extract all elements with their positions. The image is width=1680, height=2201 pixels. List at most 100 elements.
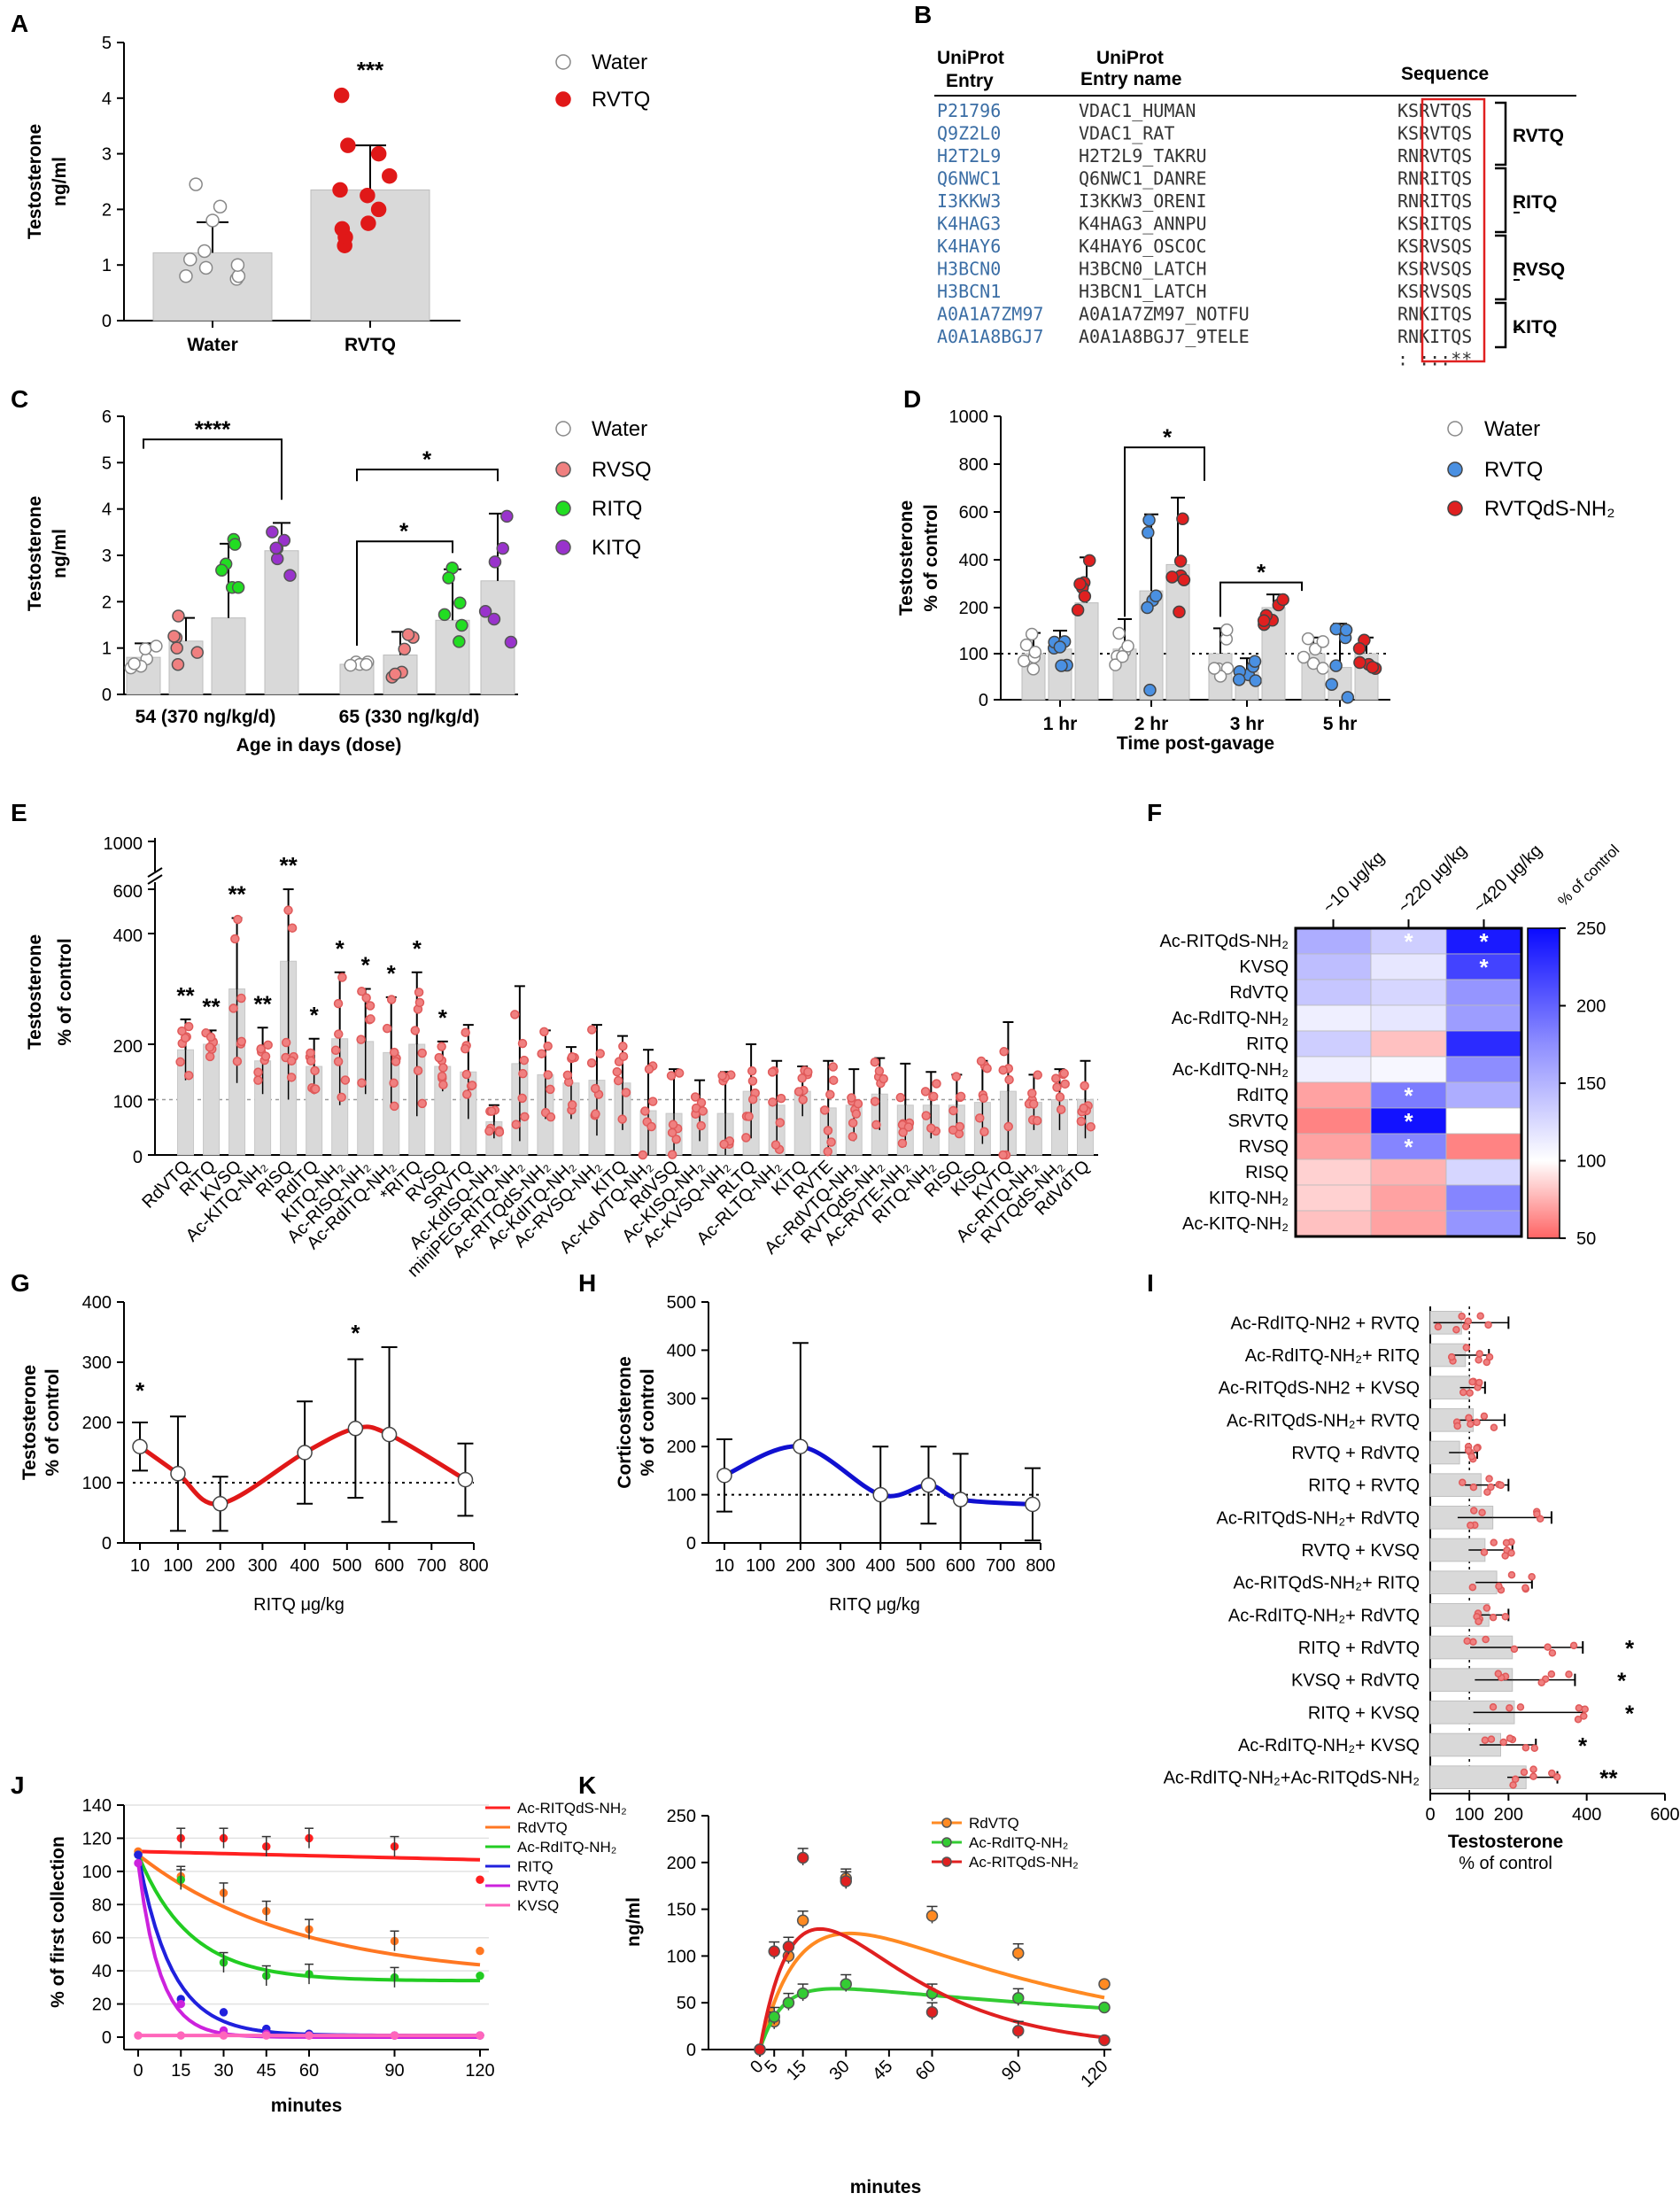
f-cell <box>1445 1133 1522 1160</box>
e-point <box>287 923 298 933</box>
b-row-sequence: KSRITQS <box>1397 213 1472 235</box>
g-y-tick-label: 0 <box>102 1534 112 1554</box>
e-significance: * <box>310 1002 320 1028</box>
d-y-tick-label: 800 <box>959 455 988 475</box>
c-point-water <box>138 642 152 655</box>
i-point <box>1453 1422 1461 1430</box>
f-cell-significance: * <box>1404 1082 1413 1109</box>
i-point <box>1465 1414 1473 1422</box>
f-cell <box>1370 1004 1447 1032</box>
k-y-tick-label: 0 <box>686 2041 696 2060</box>
e-point <box>543 1041 553 1051</box>
g-x-tick-label: 100 <box>163 1556 192 1576</box>
e-point <box>333 998 344 1009</box>
e-point <box>410 1026 421 1035</box>
i-point <box>1537 1678 1545 1686</box>
e-point <box>361 993 371 1003</box>
i-point <box>1501 1552 1509 1560</box>
i-x-tick-label: 600 <box>1650 1805 1679 1825</box>
c-point-water <box>344 658 358 672</box>
i-point <box>1510 1645 1519 1654</box>
a-point-rvtq <box>370 145 387 162</box>
b-header-sequence: Sequence <box>1401 64 1489 84</box>
c-point-rvsq <box>172 609 185 623</box>
e-point <box>461 1069 472 1080</box>
e-point <box>690 1092 701 1102</box>
e-point <box>932 1079 941 1089</box>
i-row-label: RVTQ + RdVTQ <box>1291 1444 1420 1463</box>
c-group-label: 65 (330 ng/kg/d) <box>339 707 480 727</box>
i-row-label: Ac-RdITQ-NH2 + RVTQ <box>1230 1314 1420 1333</box>
i-point <box>1497 1481 1505 1490</box>
d-point-rvtqds-nh2 <box>1177 573 1191 586</box>
e-point <box>1052 1082 1062 1092</box>
f-row-label: SRVTQ <box>1227 1112 1289 1131</box>
j-legend-rdvtq: RdVTQ <box>517 1819 568 1836</box>
b-row-entry-name: VDAC1_HUMAN <box>1079 100 1196 121</box>
d-point-rvtq <box>1339 624 1353 637</box>
e-point <box>590 1083 600 1094</box>
i-point <box>1470 1507 1478 1515</box>
e-point <box>484 1126 494 1136</box>
e-point <box>177 1026 187 1036</box>
e-point <box>413 1066 423 1076</box>
i-point <box>1580 1712 1588 1720</box>
d-point-rvtqds-nh2 <box>1082 554 1096 568</box>
g-x-tick-label: 500 <box>332 1556 361 1576</box>
i-point <box>1480 1548 1489 1556</box>
c-y-tick-label: 0 <box>102 686 112 705</box>
c-y-label2: ng/ml <box>50 529 70 578</box>
d-x-label: Time post-gavage <box>1117 733 1274 754</box>
f-colorbar-tick-label: 150 <box>1576 1074 1606 1094</box>
d-y-label2: % of control <box>921 504 941 611</box>
j-point <box>476 2031 484 2040</box>
i-row-label: RVTQ + KVSQ <box>1301 1541 1420 1561</box>
i-point <box>1473 1418 1481 1427</box>
i-row-label: Ac-RdITQ-NH₂+ RdVTQ <box>1228 1606 1420 1625</box>
e-significance: ** <box>176 982 195 1009</box>
e-significance: ** <box>253 990 272 1017</box>
g-y-label: Testosterone <box>19 1365 40 1480</box>
d-point-rvtqds-nh2 <box>1071 603 1085 617</box>
i-point <box>1507 1549 1515 1557</box>
i-point <box>1490 1423 1498 1432</box>
f-colorbar-label: % of control <box>1554 841 1622 910</box>
i-point <box>1520 1768 1529 1777</box>
c-legend-marker-water <box>555 421 571 437</box>
e-point <box>595 1049 605 1058</box>
i-point <box>1475 1617 1483 1625</box>
e-point <box>948 1105 958 1116</box>
c-y-tick-label: 2 <box>102 593 112 612</box>
f-column-label: ~420 μg/kg <box>1469 841 1545 917</box>
a-y-tick-label: 3 <box>102 145 112 165</box>
i-point <box>1495 1582 1503 1591</box>
d-y-tick-label: 100 <box>959 645 988 664</box>
i-point <box>1521 1584 1529 1593</box>
e-point <box>263 1040 273 1050</box>
b-row-accession: Q6NWC1 <box>937 168 1001 190</box>
c-point-water <box>150 639 163 653</box>
i-row-label: Ac-RITQdS-NH₂+ RVTQ <box>1227 1411 1420 1430</box>
c-point-rvsq <box>388 667 402 681</box>
h-data-point <box>1025 1496 1041 1513</box>
k-y-tick-label: 250 <box>667 1807 696 1826</box>
e-point <box>546 1084 555 1095</box>
c-point-kitq <box>487 612 501 626</box>
e-point <box>330 1045 341 1056</box>
c-point-rvsq <box>401 628 415 641</box>
h-y-label2: % of control <box>638 1368 658 1476</box>
b-header-uniprot: UniProt <box>937 48 1004 68</box>
e-axis-break-2 <box>147 874 163 885</box>
f-cell-significance: * <box>1404 1108 1413 1135</box>
d-point-rvtq <box>1053 640 1067 654</box>
a-bar-rvtq <box>310 189 430 322</box>
e-point <box>461 1027 470 1037</box>
g-y-tick-label: 200 <box>82 1414 112 1433</box>
a-legend-rvtq: RVTQ <box>592 88 650 112</box>
e-point <box>794 1087 804 1097</box>
f-cell <box>1445 1056 1522 1083</box>
d-point-rvtq <box>1149 589 1163 602</box>
i-point <box>1487 1735 1496 1743</box>
f-cell <box>1370 1056 1447 1083</box>
d-bracket-1 <box>1124 446 1205 617</box>
